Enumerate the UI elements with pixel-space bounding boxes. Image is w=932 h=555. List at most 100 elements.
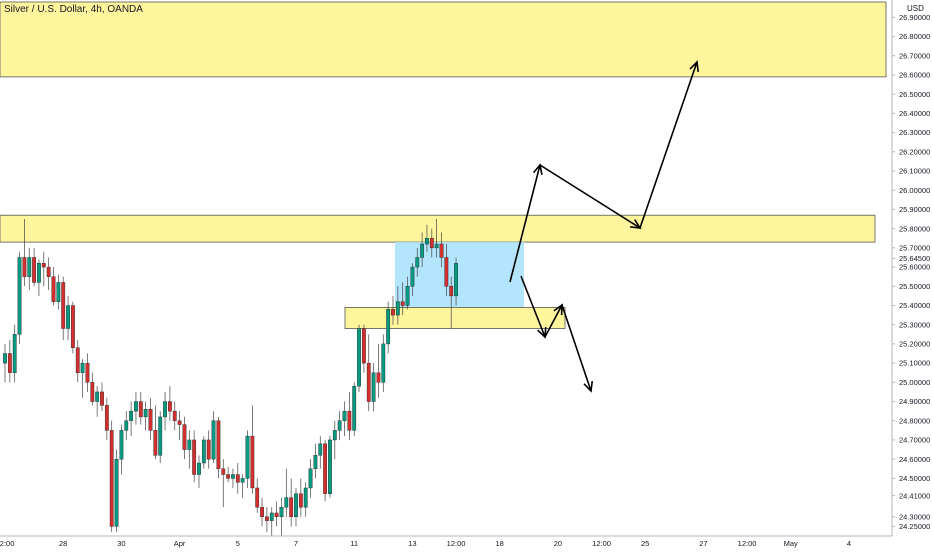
x-tick-label: 4	[847, 539, 851, 548]
candle-up	[313, 455, 318, 469]
x-tick-label: 27	[699, 539, 707, 548]
y-tick-label: 25.40000	[899, 301, 930, 310]
y-tick-label: 26.70000	[899, 51, 930, 60]
candle-up	[328, 439, 332, 494]
y-tick-label: 25.70000	[899, 243, 930, 252]
consolidation-box	[395, 242, 524, 308]
candle-up	[294, 493, 298, 517]
arrowhead	[583, 380, 594, 393]
candle-up	[381, 343, 386, 383]
candle-up	[425, 238, 429, 245]
candle-up	[386, 309, 391, 345]
candle-down	[439, 243, 444, 258]
candle-down	[347, 410, 352, 431]
candle-up	[352, 385, 357, 431]
y-tick-label: 25.90000	[899, 205, 930, 214]
candle-up	[434, 243, 439, 249]
candle-up	[197, 462, 201, 475]
candle-up	[410, 266, 415, 287]
x-tick-label: 12:00	[447, 539, 466, 548]
candle-down	[274, 512, 279, 517]
candle-down	[216, 420, 221, 469]
x-tick-label: May	[784, 539, 798, 548]
x-tick-label: 12:00	[0, 539, 14, 548]
y-tick-label: 24.90000	[899, 397, 930, 406]
candle-down	[366, 362, 371, 402]
candle-up	[318, 443, 323, 456]
candle-down	[289, 497, 294, 517]
y-tick-label: 26.90000	[899, 13, 930, 22]
candle-up	[201, 439, 206, 464]
y-tick-label: 25.30000	[899, 320, 930, 329]
candle-up	[303, 487, 308, 508]
candle-down	[362, 328, 366, 364]
candle-up	[405, 286, 410, 306]
candle-down	[90, 382, 95, 402]
candle-down	[449, 286, 454, 297]
arrowhead	[689, 60, 699, 73]
x-tick-label: 25	[641, 539, 649, 548]
x-tick-label: 12:00	[592, 539, 611, 548]
candle-down	[148, 409, 153, 431]
candle-up	[187, 439, 192, 450]
candle-up	[357, 328, 361, 387]
y-tick-label: 24.50000	[899, 474, 930, 483]
candle-down	[46, 266, 51, 277]
y-tick-label: 25.60000	[899, 263, 930, 272]
x-tick-label: 12:00	[738, 539, 757, 548]
support-zone	[344, 307, 566, 329]
x-tick-label: 7	[294, 539, 298, 548]
bullish-projection-path	[509, 61, 698, 283]
candle-up	[269, 512, 274, 521]
y-tick-label: 25.50000	[899, 282, 930, 291]
candles-layer	[3, 219, 458, 536]
candle-up	[143, 409, 148, 418]
x-tick-label: 20	[554, 539, 562, 548]
candle-up	[454, 263, 458, 297]
candle-down	[444, 257, 449, 287]
candle-up	[279, 506, 284, 517]
y-tick-label: 24.30000	[899, 512, 930, 521]
candle-up	[114, 458, 119, 527]
candle-up	[124, 420, 129, 431]
y-tick-label: 26.00000	[899, 186, 930, 195]
candle-down	[138, 401, 143, 418]
candle-down	[400, 301, 405, 306]
candle-up	[371, 372, 376, 402]
candle-down	[192, 439, 197, 475]
y-tick-label: 24.60000	[899, 455, 930, 464]
candle-down	[250, 435, 255, 489]
y-tick-label: 26.60000	[899, 71, 930, 80]
candle-down	[51, 276, 56, 302]
x-tick-label: 30	[117, 539, 125, 548]
candle-up	[129, 410, 133, 421]
candle-down	[41, 263, 46, 268]
y-tick-label: 24.41000	[899, 491, 930, 500]
candle-down	[255, 487, 260, 508]
candle-down	[32, 257, 37, 283]
candle-down	[298, 493, 303, 508]
candle-down	[70, 305, 75, 348]
candle-down	[376, 372, 381, 383]
bearish-projection-path	[520, 275, 592, 392]
arrowhead	[629, 219, 642, 229]
candle-up	[337, 420, 342, 431]
y-tick-label: 24.80000	[899, 416, 930, 425]
candle-down	[109, 430, 114, 527]
symbol-title[interactable]: Silver / U.S. Dollar, 4h, OANDA	[4, 4, 143, 15]
candle-up	[332, 430, 337, 441]
candle-down	[260, 506, 264, 517]
top-target-zone	[0, 1, 887, 78]
candle-up	[134, 401, 138, 412]
arrowhead	[532, 163, 543, 175]
candle-up	[17, 257, 22, 335]
candle-up	[415, 257, 420, 268]
candle-up	[158, 416, 163, 456]
x-tick-label: Apr	[174, 539, 186, 548]
candle-down	[167, 401, 172, 412]
zones-layer	[0, 1, 887, 329]
y-tick-label: 25.10000	[899, 359, 930, 368]
candle-up	[56, 282, 61, 302]
